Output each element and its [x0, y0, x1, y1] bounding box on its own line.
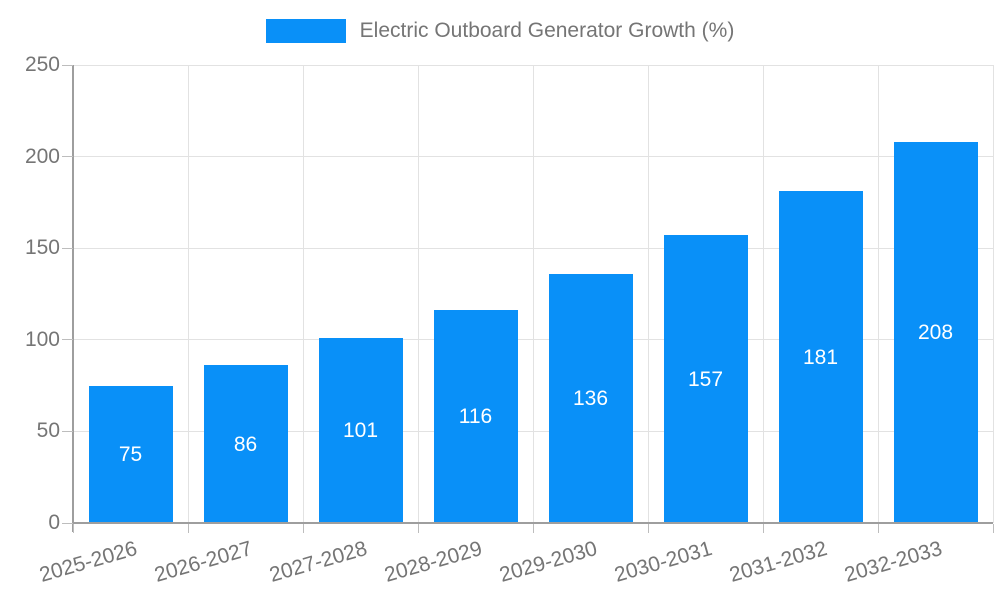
bar-value-label: 75 — [118, 442, 143, 466]
bar-value-label: 101 — [342, 418, 379, 442]
x-axis-tick — [532, 524, 534, 533]
x-axis-tick-label: 2030-2031 — [611, 537, 715, 587]
x-axis-tick — [187, 524, 189, 533]
x-axis-tick-label: 2026-2027 — [151, 537, 255, 587]
x-axis-tick-label: 2027-2028 — [266, 537, 370, 587]
y-axis-tick-label: 150 — [24, 236, 60, 260]
x-axis-tick — [417, 524, 419, 533]
x-axis-tick — [72, 524, 74, 533]
bar-value-label: 181 — [802, 345, 839, 369]
y-axis-line — [72, 65, 74, 532]
bar[interactable]: 86 — [203, 365, 288, 523]
x-axis-tick-label: 2028-2029 — [381, 537, 485, 587]
legend-swatch — [265, 19, 346, 43]
bar[interactable]: 208 — [893, 141, 978, 523]
y-axis-tick-label: 250 — [24, 53, 60, 76]
bar[interactable]: 116 — [433, 310, 518, 523]
vertical-gridline — [762, 65, 764, 523]
bar[interactable]: 75 — [88, 385, 173, 523]
bar-value-label: 208 — [917, 320, 954, 344]
bar[interactable]: 157 — [663, 235, 748, 523]
x-axis-tick — [762, 524, 764, 533]
vertical-gridline — [992, 65, 994, 523]
y-axis-tick-label: 50 — [36, 419, 60, 443]
y-axis-tick — [62, 156, 73, 158]
x-axis-tick — [992, 524, 994, 533]
bar[interactable]: 181 — [778, 191, 863, 523]
x-axis-tick — [877, 524, 879, 533]
y-axis-tick — [62, 430, 73, 432]
bar-value-label: 116 — [458, 405, 493, 429]
bar-value-label: 136 — [572, 386, 609, 410]
y-axis-tick-label: 100 — [24, 327, 60, 351]
vertical-gridline — [532, 65, 534, 523]
vertical-gridline — [302, 65, 304, 523]
legend-label: Electric Outboard Generator Growth (%) — [359, 19, 735, 42]
x-axis-tick-label: 2029-2030 — [496, 537, 600, 587]
x-axis-tick — [302, 524, 304, 533]
vertical-gridline — [187, 65, 189, 523]
bar[interactable]: 136 — [548, 273, 633, 523]
x-axis-tick — [647, 524, 649, 533]
vertical-gridline — [647, 65, 649, 523]
bar[interactable]: 101 — [318, 337, 403, 523]
vertical-gridline — [877, 65, 879, 523]
y-axis-tick — [62, 247, 73, 249]
y-axis-tick — [62, 339, 73, 341]
x-axis-line — [72, 522, 993, 524]
y-axis-tick-label: 0 — [48, 511, 60, 534]
bar-value-label: 157 — [687, 367, 724, 391]
x-axis-tick-label: 2031-2032 — [726, 537, 830, 587]
y-axis-tick — [62, 64, 73, 66]
bar-value-label: 86 — [233, 432, 258, 456]
y-axis-tick-label: 200 — [24, 144, 60, 168]
y-axis-tick — [62, 522, 73, 524]
chart-legend[interactable]: Electric Outboard Generator Growth (%) — [0, 19, 1000, 43]
x-axis-tick-label: 2025-2026 — [36, 537, 140, 587]
x-axis-tick-label: 2032-2033 — [841, 537, 945, 587]
vertical-gridline — [417, 65, 419, 523]
